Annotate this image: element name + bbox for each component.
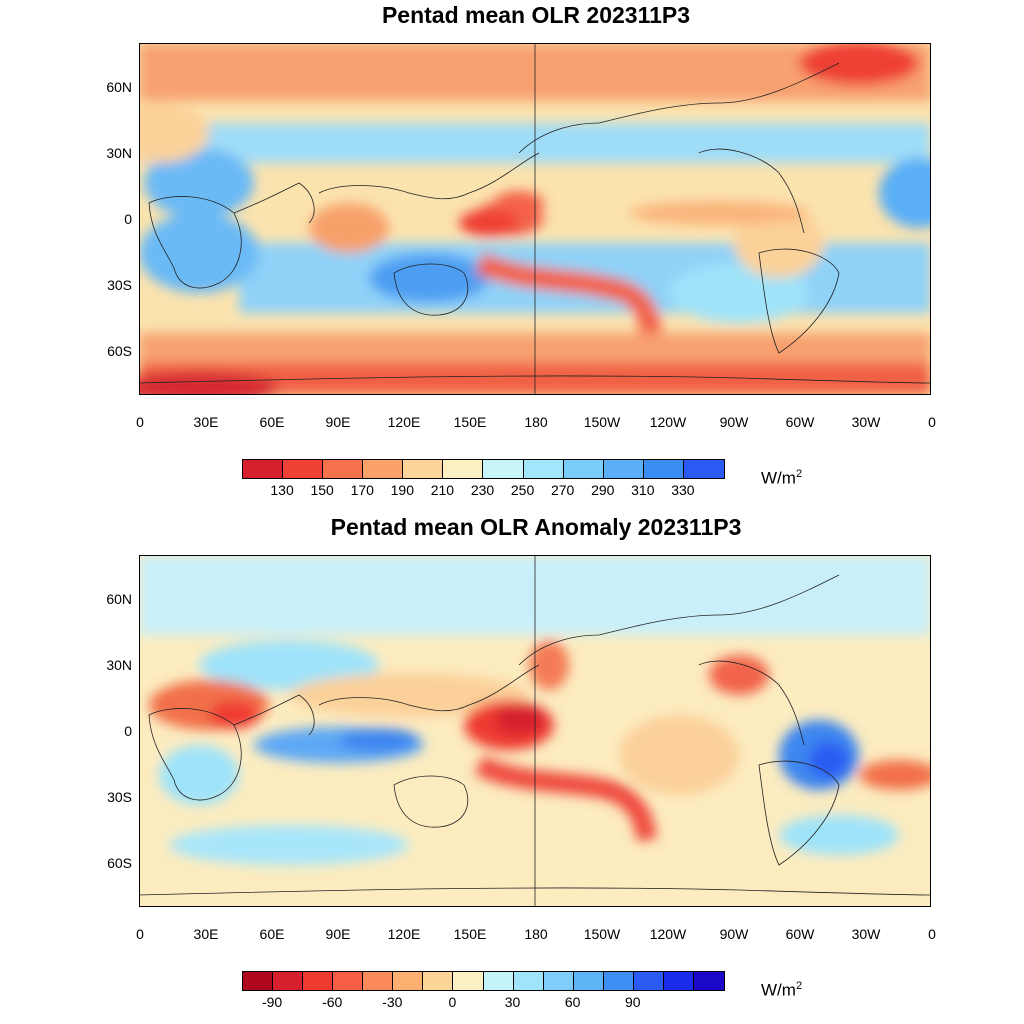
colorbar-swatch <box>643 460 684 478</box>
colorbar-tick-label: 0 <box>448 994 457 1010</box>
units-label: W/m2 <box>761 468 803 488</box>
colorbar-swatch <box>363 972 394 990</box>
colorbar <box>242 459 725 479</box>
colorbar-tick-label: 90 <box>625 994 641 1010</box>
x-tick-label: 30W <box>851 414 881 430</box>
colorbar-swatch <box>323 460 364 478</box>
x-tick-label: 60E <box>259 414 285 430</box>
x-tick-label: 60W <box>785 926 815 942</box>
y-tick-label: 0 <box>124 723 132 739</box>
x-tick-label: 120E <box>387 926 421 942</box>
colorbar-tick-label: 60 <box>564 994 581 1010</box>
x-tick-label: 150E <box>453 926 487 942</box>
x-tick-label: 90W <box>719 414 749 430</box>
units-label: W/m2 <box>761 980 803 1000</box>
colorbar-tick-label: -30 <box>382 994 403 1010</box>
colorbar-swatch <box>683 460 724 478</box>
colorbar-swatch <box>443 460 484 478</box>
olr-mean-panel: Pentad mean OLR 202311P3 <box>106 2 936 498</box>
y-tick-label: 60S <box>107 855 132 871</box>
x-tick-label: 60W <box>785 414 815 430</box>
colorbar-swatch <box>243 972 274 990</box>
colorbar-swatch <box>403 460 444 478</box>
x-tick-label: 180 <box>524 414 548 430</box>
olr-map <box>139 43 931 395</box>
colorbar-tick-label: 130 <box>270 482 294 498</box>
colorbar-swatch <box>483 972 514 990</box>
y-tick-label: 30S <box>107 789 132 805</box>
colorbar-swatch <box>693 972 724 990</box>
y-tick-label: 0 <box>124 211 132 227</box>
x-tick-label: 0 <box>136 414 144 430</box>
colorbar-swatch <box>513 972 544 990</box>
colorbar-swatch <box>543 972 574 990</box>
x-tick-label: 150W <box>583 926 621 942</box>
y-tick-label: 60S <box>107 343 132 359</box>
colorbar-tick-label: 330 <box>671 482 695 498</box>
y-tick-label: 30N <box>106 657 132 673</box>
colorbar-tick-label: 190 <box>390 482 414 498</box>
x-tick-label: 180 <box>524 926 548 942</box>
colorbar-swatch <box>483 460 524 478</box>
colorbar-tick-label: 250 <box>510 482 535 498</box>
x-tick-label: 150W <box>583 414 621 430</box>
x-tick-label: 120E <box>387 414 421 430</box>
colorbar-tick-label: -90 <box>261 994 283 1010</box>
colorbar-tick-label: 310 <box>631 482 655 498</box>
x-tick-label: 120W <box>649 414 687 430</box>
y-tick-label: 60N <box>106 79 132 95</box>
coastline-outlines <box>139 62 931 384</box>
colorbar-tick-label: -60 <box>322 994 343 1010</box>
y-tick-label: 60N <box>106 591 132 607</box>
colorbar-swatch <box>333 972 364 990</box>
x-tick-label: 60E <box>259 926 285 942</box>
x-tick-label: 120W <box>649 926 687 942</box>
colorbar-tick-label: 290 <box>591 482 615 498</box>
colorbar-swatch <box>363 460 404 478</box>
colorbar-swatch <box>523 460 564 478</box>
colorbar-swatch <box>563 460 604 478</box>
colorbar-swatch <box>633 972 664 990</box>
map-title: Pentad mean OLR Anomaly 202311P3 <box>330 514 742 540</box>
map-title: Pentad mean OLR 202311P3 <box>381 2 691 28</box>
x-tick-label: 30W <box>851 926 881 942</box>
olr-anomaly-map <box>139 555 931 907</box>
colorbar-tick-label: 230 <box>470 482 495 498</box>
colorbar-swatch <box>393 972 424 990</box>
colorbar-swatch <box>603 460 644 478</box>
x-tick-label: 30E <box>193 414 219 430</box>
x-tick-label: 90E <box>325 926 351 942</box>
x-tick-label: 0 <box>928 414 936 430</box>
y-tick-label: 30N <box>106 145 132 161</box>
y-tick-label: 30S <box>107 277 132 293</box>
colorbar-swatch <box>283 460 324 478</box>
x-tick-label: 90E <box>325 414 351 430</box>
colorbar-tick-label: 170 <box>350 482 374 498</box>
colorbar-tick-label: 210 <box>430 482 455 498</box>
colorbar <box>242 971 725 991</box>
colorbar-swatch <box>243 460 284 478</box>
colorbar-swatch <box>423 972 454 990</box>
colorbar-swatch <box>663 972 694 990</box>
x-tick-label: 30E <box>193 926 219 942</box>
colorbar-swatch <box>273 972 304 990</box>
coastline-outlines <box>139 574 931 896</box>
colorbar-swatch <box>573 972 604 990</box>
x-tick-label: 0 <box>136 926 144 942</box>
x-tick-label: 0 <box>928 926 936 942</box>
x-tick-label: 90W <box>719 926 749 942</box>
colorbar-swatch <box>453 972 484 990</box>
colorbar-tick-label: 270 <box>550 482 575 498</box>
olr-anomaly-panel: Pentad mean OLR Anomaly 202311P3 <box>0 512 1024 1024</box>
colorbar-tick-label: 30 <box>504 994 521 1010</box>
colorbar-swatch <box>603 972 634 990</box>
colorbar-swatch <box>303 972 334 990</box>
x-tick-label: 150E <box>453 414 487 430</box>
colorbar-tick-label: 150 <box>310 482 334 498</box>
